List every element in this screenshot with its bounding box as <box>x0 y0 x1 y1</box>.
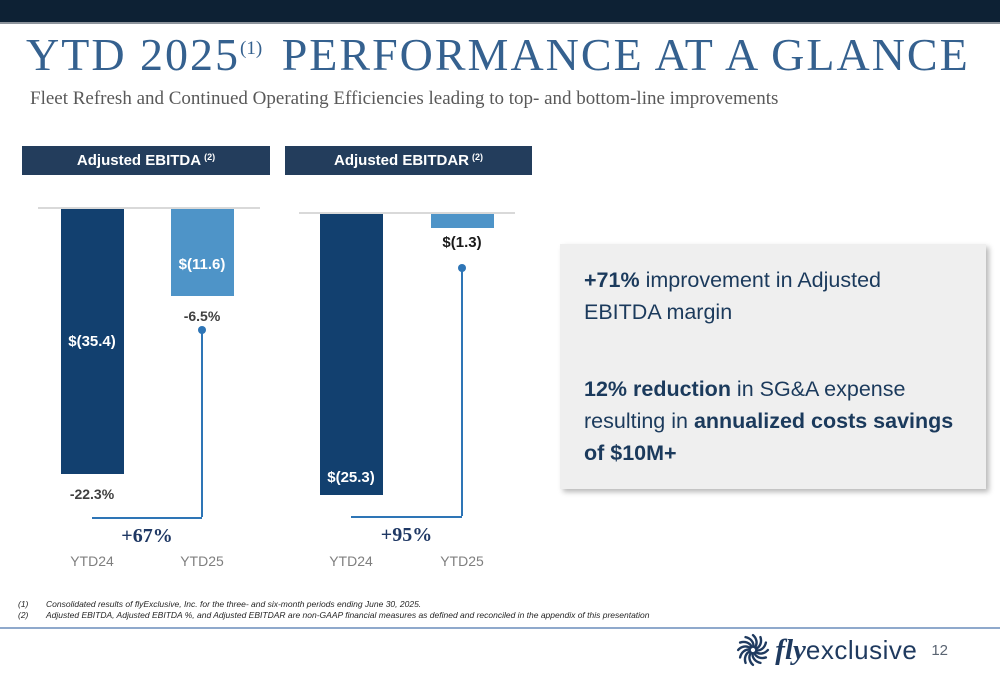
bar-ytd25 <box>430 214 494 228</box>
footnote-text: Adjusted EBITDA, Adjusted EBITDA %, and … <box>46 610 650 620</box>
footnote-text: Consolidated results of flyExclusive, In… <box>46 599 422 609</box>
highlights-callout: +71% improvement in Adjusted EBITDA marg… <box>560 244 986 490</box>
change-connector-horizontal <box>351 516 462 518</box>
chart-title: Adjusted EBITDAR <box>334 152 469 169</box>
chart-adjusted-ebitda: Adjusted EBITDA (2) $(35.4) -22.3% YTD24 $(… <box>22 146 270 591</box>
change-connector-vertical <box>201 330 203 517</box>
bar-ytd24 <box>60 209 124 474</box>
change-connector-dot <box>198 326 206 334</box>
page-title: YTD 2025(1) PERFORMANCE AT A GLANCE <box>26 28 970 81</box>
callout-text-segment: annualized costs savings of $10M+ <box>584 408 954 465</box>
chart-title-footnote-marker: (2) <box>472 151 483 162</box>
bar-value-label: $(1.3) <box>442 234 482 251</box>
footnotes: (1) Consolidated results of flyExclusive,… <box>18 599 778 621</box>
bar-value-label: $(11.6) <box>178 256 226 273</box>
margin-percent-label: -6.5% <box>183 308 221 324</box>
change-connector-vertical <box>461 268 463 516</box>
callout-text-segment: improvement in Adjusted EBITDA margin <box>584 268 881 325</box>
title-text: YTD 2025 <box>26 29 241 80</box>
callout-paragraph: +71% improvement in Adjusted EBITDA marg… <box>584 264 962 329</box>
chart-header-adjusted-ebitdar: Adjusted EBITDAR (2) <box>285 146 532 175</box>
chart-header-adjusted-ebitda: Adjusted EBITDA (2) <box>22 146 270 175</box>
flyexclusive-logo: fly exclusive <box>736 633 917 667</box>
change-connector-horizontal <box>92 517 202 519</box>
chart-plot-adjusted-ebitda: $(35.4) -22.3% YTD24 $(11.6) -6.5% YTD25 +67% <box>22 146 270 591</box>
flyexclusive-swirl-icon <box>737 633 770 667</box>
logo-text-exclusive: exclusive <box>805 634 918 665</box>
logo-text-fly: fly <box>775 633 806 666</box>
footnote-marker: (2) <box>18 610 29 620</box>
bar-ytd25 <box>170 209 234 296</box>
footnote-row: (1) Consolidated results of flyExclusive,… <box>18 599 778 610</box>
bar-value-label: $(35.4) <box>68 332 116 350</box>
category-label: YTD24 <box>329 553 373 569</box>
zero-axis-line <box>299 212 515 214</box>
category-label: YTD24 <box>70 553 114 569</box>
zero-axis-line <box>38 207 260 209</box>
callout-text-segment: +71% <box>584 268 640 292</box>
footnote-row: (2) Adjusted EBITDA, Adjusted EBITDA %, a… <box>18 610 778 621</box>
change-percent-label: +95% <box>380 524 433 546</box>
footer: fly exclusive 12 <box>736 633 948 667</box>
page-subtitle: Fleet Refresh and Continued Operating Ef… <box>30 88 779 109</box>
callout-paragraph: 12% reduction in SG&A expense resulting … <box>584 373 962 470</box>
footer-divider-line <box>0 627 1000 629</box>
chart-title-footnote-marker: (2) <box>204 151 216 162</box>
margin-percent-label: -22.3% <box>69 486 115 502</box>
bar-value-label: $(25.3) <box>327 469 375 486</box>
change-percent-label: +67% <box>121 525 173 547</box>
callout-text-segment: 12% reduction <box>584 376 731 401</box>
bar-ytd24 <box>319 214 383 495</box>
footnote-marker: (1) <box>18 599 29 609</box>
title-footnote-marker: (1) <box>240 37 263 59</box>
callout-text-segment: in SG&A expense resulting in <box>584 376 906 433</box>
top-accent-bar <box>0 0 1000 24</box>
page-number: 12 <box>931 641 948 659</box>
category-label: YTD25 <box>180 553 224 569</box>
chart-adjusted-ebitdar: Adjusted EBITDAR (2) $(25.3) YTD24 $(1.3) Y… <box>285 146 532 591</box>
change-connector-dot <box>458 264 466 272</box>
title-text-2: PERFORMANCE AT A GLANCE <box>281 29 970 80</box>
category-label: YTD25 <box>440 553 484 569</box>
chart-plot-adjusted-ebitdar: $(25.3) YTD24 $(1.3) YTD25 +95% <box>285 146 532 591</box>
chart-title: Adjusted EBITDA <box>76 152 202 169</box>
